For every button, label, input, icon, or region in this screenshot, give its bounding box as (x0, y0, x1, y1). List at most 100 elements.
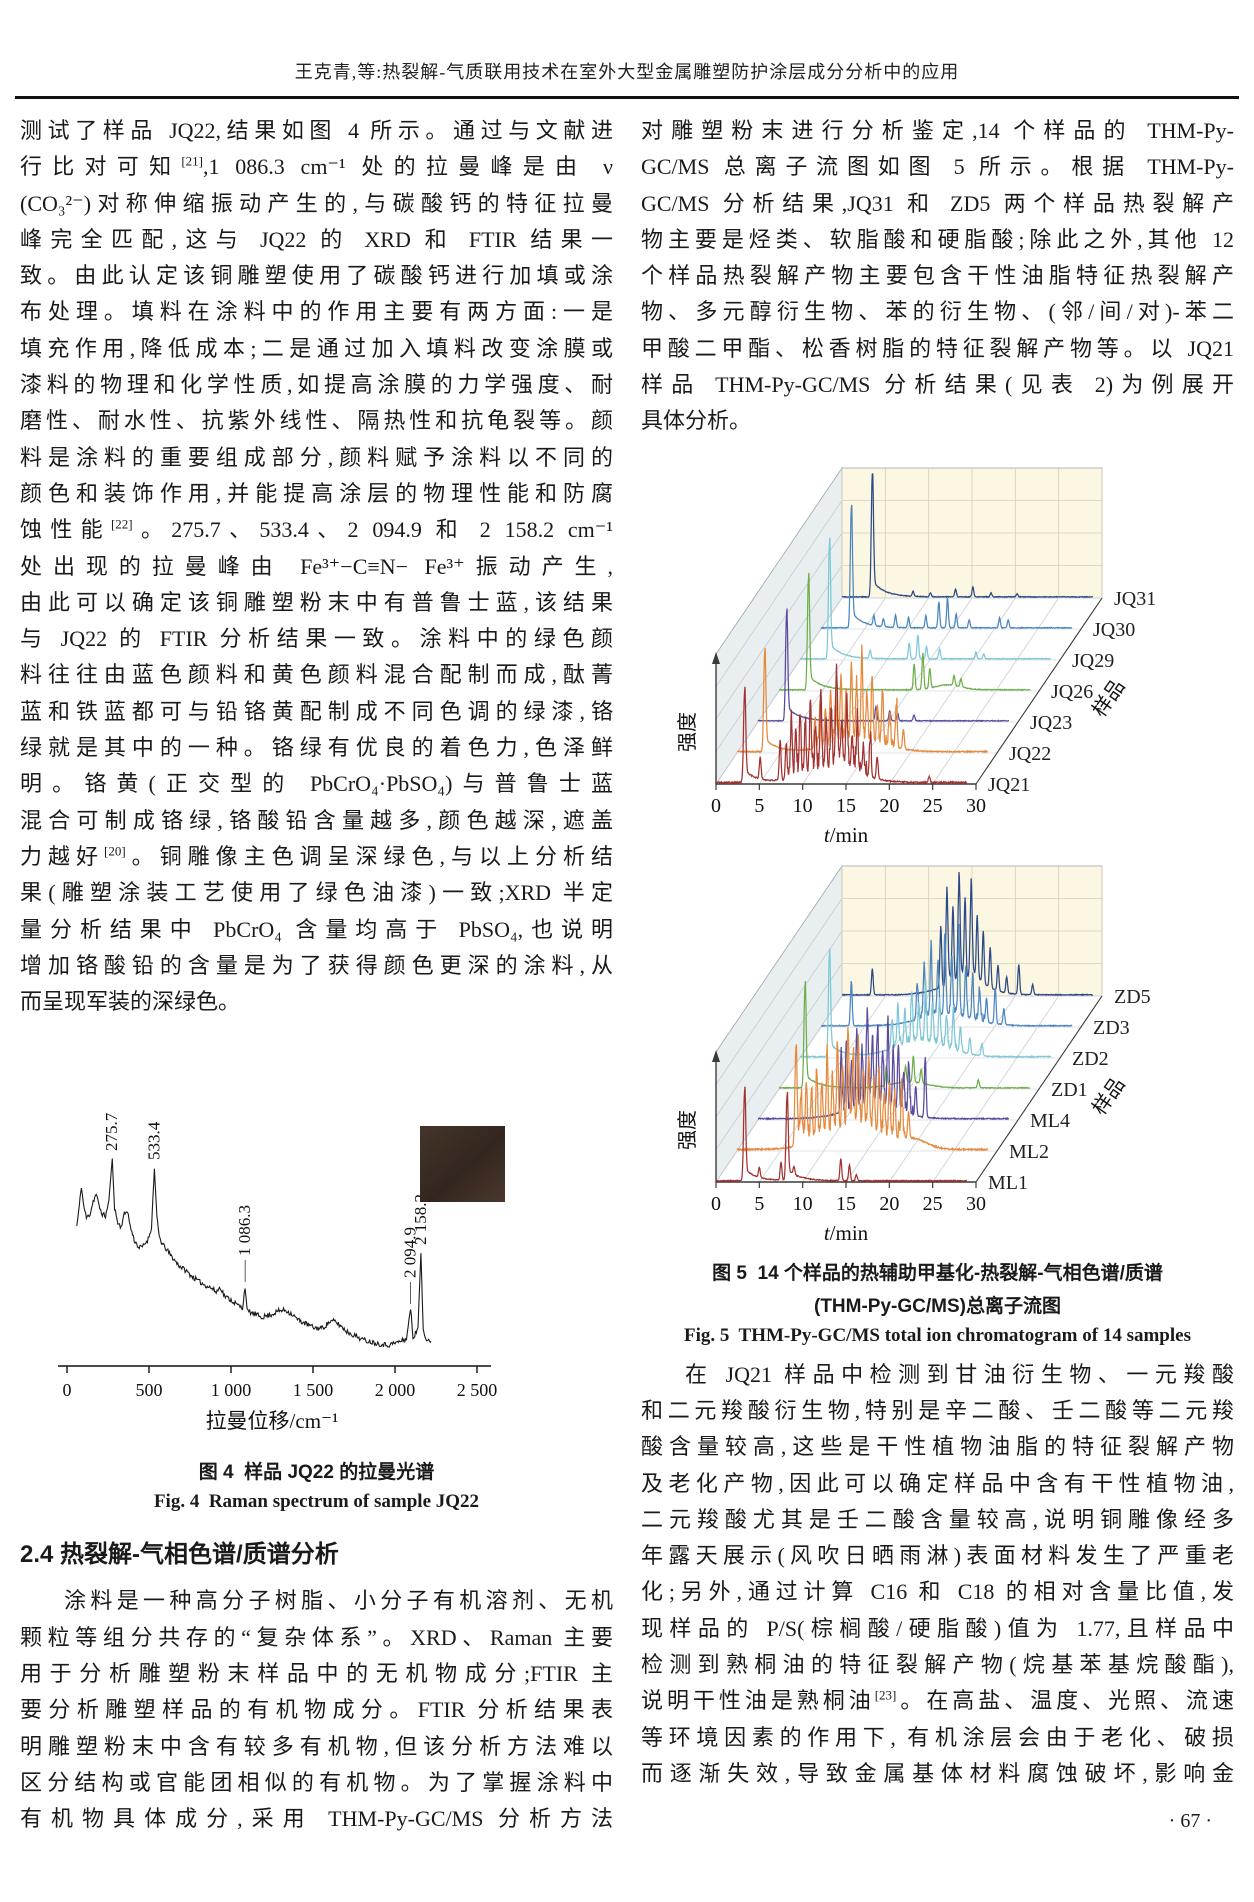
text-line: 蚀性能[22]。275.7、533.4、2 094.9 和 2 158.2 cm… (20, 516, 613, 543)
depth-axis (975, 995, 1103, 1182)
raman-peak-label: 275.7 (102, 1113, 121, 1152)
text-line: GC/MS 分析结果,JQ31 和 ZD5 两个样品热裂解产 (641, 190, 1234, 216)
chromatogram-trace-ZD3 (820, 923, 1073, 1028)
chromatogram-trace-ML1 (715, 1086, 967, 1183)
y-axis-arrow (712, 651, 720, 664)
paragraph-pygcms-results: 对雕塑粉末进行分析鉴定,14 个样品的 THM-Py- GC/MS 总离子流图如图… (641, 113, 1234, 440)
text-line: 处出现的拉曼峰由 Fe³⁺−C≡N− Fe³⁺振动产生, (20, 553, 613, 579)
series-label-ZD2: ZD2 (1072, 1048, 1109, 1070)
text-line: 等环境因素的作用下, 有机涂层会由于老化、破损 (641, 1724, 1234, 1750)
series-label-ZD3: ZD3 (1093, 1017, 1130, 1039)
text-line: 量分析结果中 PbCrO₄ 含量均高于 PbSO₄,也说明 (20, 916, 613, 942)
series-label-ML2: ML2 (1009, 1141, 1049, 1163)
series-label-JQ22: JQ22 (1009, 743, 1051, 765)
text-line: 增加铬酸铅的含量是为了获得颜色更深的涂料,从 (20, 952, 613, 978)
raman-spectrum-curve (76, 1158, 432, 1349)
text-line: (CO₃²⁻)对称伸缩振动产生的,与碳酸钙的特征拉曼 (20, 190, 613, 216)
text-line: 绿就是其中的一种。铬绿有优良的着色力,色泽鲜 (20, 735, 613, 761)
page-number: · 67 · (1168, 1810, 1212, 1833)
text-line: 物主要是烃类、软脂酸和硬脂酸;除此之外,其他 12 (641, 226, 1234, 252)
text-line: 样品 THM-Py-GC/MS 分析结果(见表 2)为例展开 (641, 372, 1234, 398)
right-column: 对雕塑粉末进行分析鉴定,14 个样品的 THM-Py- GC/MS 总离子流图如图… (641, 113, 1234, 1838)
text-line: 布处理。填料在涂料中的作用主要有两方面:一是 (20, 299, 613, 325)
paragraph-pygcms-intro: 涂料是一种高分子树脂、小分子有机溶剂、无机 颗粒等组分共存的“复杂体系”。XRD、… (20, 1583, 613, 1837)
raman-peak-label: 1 086.3 (235, 1205, 254, 1256)
text-line: 用于分析雕塑粉末样品中的无机物成分;FTIR 主 (20, 1661, 613, 1687)
raman-x-tick: 1 500 (293, 1380, 334, 1400)
chromatogram-trace-JQ31 (841, 473, 1094, 598)
figure5-caption-cn-2: (THM-Py-GC/MS)总离子流图 (814, 1295, 1061, 1317)
chromatogram-trace-JQ30 (820, 504, 1073, 630)
text-line: 果(雕塑涂装工艺使用了绿色油漆)一致;XRD 半定 (20, 880, 613, 906)
series-label-ZD5: ZD5 (1114, 986, 1151, 1008)
left-column: 测试了样品 JQ22,结果如图 4 所示。通过与文献进 行比对可知[21],1 0… (20, 113, 613, 1838)
text-line: 填充作用,降低成本;二是通过加入填料改变涂膜或 (20, 335, 613, 361)
zaxis-label: 样品 (1088, 1073, 1130, 1119)
series-label-ML4: ML4 (1030, 1110, 1070, 1132)
text-line: 漆料的物理和化学性质,如提高涂膜的力学强度、耐 (20, 372, 613, 398)
text-line: 峰完全匹配,这与 JQ22 的 XRD 和 FTIR 结果一 (20, 226, 613, 252)
x-tick: 0 (711, 1193, 721, 1215)
x-tick: 15 (836, 795, 856, 817)
series-label-JQ23: JQ23 (1030, 712, 1072, 734)
text-line: 致。由此认定该铜雕塑使用了碳酸钙进行加填或涂 (20, 263, 613, 289)
raman-x-tick: 2 500 (457, 1380, 498, 1400)
text-line: 与 JQ22 的 FTIR 分析结果一致。涂料中的绿色颜 (20, 626, 613, 652)
figure5-caption-en: Fig. 5 THM-Py-GC/MS total ion chromatogr… (684, 1324, 1191, 1346)
series-label-JQ31: JQ31 (1114, 588, 1156, 610)
figure-raman-spectrum: 0 500 1 000 1 500 2 000 2 500 拉曼位移/cm⁻¹ 275.7 53… (58, 1113, 505, 1433)
text-line: 由此可以确定该铜雕塑粉末中有普鲁士蓝,该结果 (20, 589, 613, 615)
text-line: 磨性、耐水性、抗紫外线性、隔热性和抗龟裂等。颜 (20, 408, 613, 434)
y-axis-arrow (712, 1049, 720, 1062)
series-label-JQ26: JQ26 (1051, 681, 1093, 703)
x-tick: 25 (923, 1193, 943, 1215)
text-line: 颜色和装饰作用,并能提高涂层的物理性能和防腐 (20, 480, 613, 506)
raman-x-tick: 0 (63, 1380, 72, 1400)
raman-plot: 0 500 1 000 1 500 2 000 2 500 拉曼位移/cm⁻¹ 275.7 53… (58, 1113, 505, 1433)
figure5-caption-cn-1: 图 5 14 个样品的热辅助甲基化-热裂解-气相色谱/质谱 (712, 1262, 1163, 1284)
x-tick: 15 (836, 1193, 856, 1215)
chromatogram-trace-ZD5 (841, 871, 1094, 996)
x-tick: 20 (879, 1193, 899, 1215)
series-label-ML1: ML1 (988, 1172, 1028, 1194)
raman-x-tick: 2 000 (375, 1380, 416, 1400)
figure4-caption-en: Fig. 4 Raman spectrum of sample JQ22 (153, 1491, 480, 1513)
figure-waterfall-zd-ml-samples: 0 5 10 15 20 25 30 t/min 强度 样品 ZD5 ZD3 ZD2 ZD1 ML4 ML2 M… (676, 864, 1151, 1245)
text-line: 混合可制成铬绿,铬酸铅含量越多,颜色越深,遮盖 (20, 807, 613, 833)
text-line: 对雕塑粉末进行分析鉴定,14 个样品的 THM-Py- (641, 118, 1234, 143)
text-line: 物、多元醇衍生物、苯的衍生物、(邻/间/对)-苯二 (641, 299, 1234, 325)
chromatogram-trace-JQ22 (736, 644, 989, 754)
text-line: 明雕塑粉末中含有较多有机物,但该分析方法难以 (20, 1733, 613, 1759)
header-rule (15, 96, 1239, 99)
section-heading-2-4: 2.4 热裂解-气相色谱/质谱分析 (20, 1541, 339, 1569)
text-line: 有机物具体成分,采用 THM-Py-GC/MS 分析方法 (20, 1806, 613, 1832)
raman-peak-label: 533.4 (144, 1122, 163, 1161)
text-line: 年露天展示(风吹日晒雨淋)表面材料发生了严重老 (641, 1543, 1234, 1569)
text-line: 二元羧酸尤其是壬二酸含量较高,说明铜雕像经多 (641, 1506, 1234, 1532)
text-line: 化;另外,通过计算 C16 和 C18 的相对含量比值,发 (641, 1579, 1234, 1605)
figure4-caption-cn: 图 4 样品 JQ22 的拉曼光谱 (198, 1462, 435, 1484)
text-line: 和二元羧酸衍生物,特别是辛二酸、壬二酸等二元羧 (641, 1397, 1234, 1423)
series-label-ZD1: ZD1 (1051, 1079, 1088, 1101)
x-tick: 20 (879, 795, 899, 817)
chromatogram-trace-JQ21 (715, 663, 968, 785)
sample-photo-inset (420, 1126, 505, 1203)
raman-x-tick: 1 000 (211, 1380, 252, 1400)
text-line: 酸含量较高,这些是干性植物油脂的特征裂解产物 (641, 1434, 1234, 1460)
text-line: 明。铬黄(正交型的 PbCrO₄·PbSO₄)与普鲁士蓝 (20, 771, 613, 797)
xaxis-label: t/min (824, 1221, 869, 1245)
series-label-JQ21: JQ21 (988, 774, 1030, 796)
text-line: 在 JQ21 样品中检测到甘油衍生物、一元羧酸 (685, 1361, 1234, 1387)
text-line: 力越好[20]。铜雕像主色调呈深绿色,与以上分析结 (20, 843, 613, 869)
chromatogram-trace-ML2 (736, 1026, 989, 1152)
text-line: 而呈现军装的深绿色。 (20, 989, 241, 1015)
chromatogram-trace-JQ29 (799, 537, 1052, 660)
header-title: 王克青,等:热裂解-气质联用技术在室外大型金属雕塑防护涂层成分分析中的应用 (294, 62, 960, 82)
text-line: 甲酸二甲酯、松香树脂的特征裂解产物等。以 JQ21 (641, 335, 1234, 361)
xaxis-label: t/min (824, 823, 869, 847)
text-line: 要分析雕塑样品的有机物成分。FTIR 分析结果表 (20, 1697, 613, 1723)
yaxis-label: 强度 (676, 1110, 699, 1150)
raman-peak-label: 2 094.9 (401, 1227, 420, 1278)
raman-peak-label: 2 158.2 (411, 1194, 430, 1245)
series-label-JQ30: JQ30 (1093, 619, 1135, 641)
